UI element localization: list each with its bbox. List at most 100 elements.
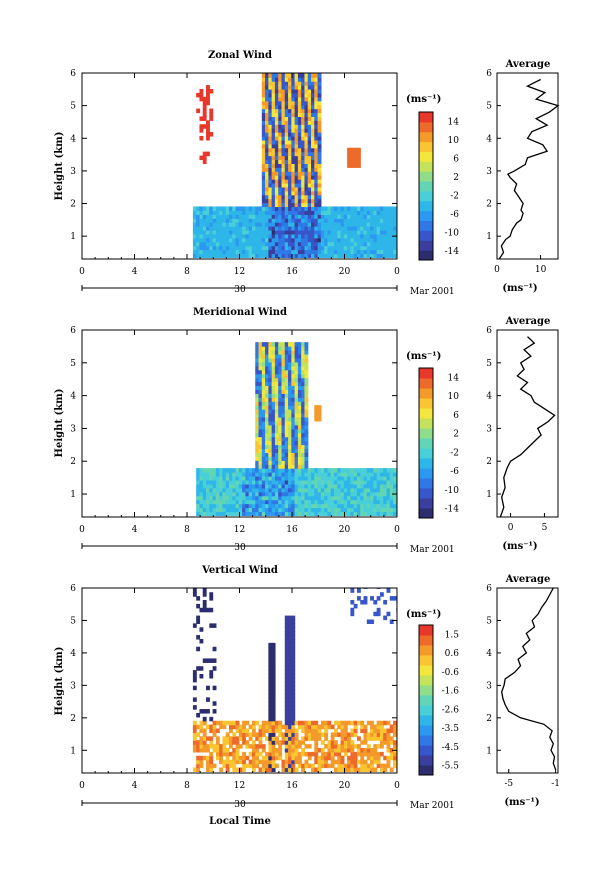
heatmap-cell: [248, 253, 253, 258]
heatmap-cell: [297, 210, 302, 215]
heatmap-cell: [274, 120, 279, 125]
heatmap-cell: [268, 432, 273, 438]
heatmap-cell: [314, 77, 319, 82]
heatmap-cell: [274, 151, 279, 157]
heatmap-cell: [206, 491, 210, 497]
heatmap-cell: [320, 748, 325, 753]
heatmap-cell: [235, 222, 240, 227]
heatmap-cell: [301, 472, 306, 477]
heatmap-cell: [261, 487, 266, 493]
heatmap-cell: [281, 218, 286, 223]
heatmap-cell: [291, 357, 296, 363]
x-tick-label: 0: [79, 267, 85, 277]
heatmap-cell: [278, 365, 283, 371]
heatmap-cell: [330, 472, 335, 477]
heatmap-cell: [347, 210, 352, 215]
heatmap-cell: [370, 253, 374, 258]
heatmap-cell: [274, 108, 279, 114]
heatmap-cell: [386, 507, 391, 513]
heatmap-cell: [251, 483, 256, 489]
heatmap-cell: [389, 472, 394, 477]
heatmap-cell: [288, 452, 292, 457]
heatmap-cell: [199, 755, 204, 761]
heatmap-cell: [363, 763, 368, 769]
heatmap-cell: [393, 468, 397, 473]
heatmap-cell: [307, 479, 312, 485]
heatmap-cell: [278, 468, 283, 473]
heatmap-cell: [229, 475, 233, 481]
heatmap-cell: [196, 253, 201, 258]
heatmap-cell: [291, 350, 296, 355]
heatmap-cell: [294, 393, 299, 398]
heatmap-cell: [209, 112, 214, 117]
heatmap-cell: [268, 167, 273, 172]
heatmap-cell: [251, 241, 256, 247]
heatmap-cell: [258, 495, 263, 501]
heatmap-cell: [255, 495, 260, 501]
heatmap-cell: [294, 755, 299, 761]
heatmap-cell: [235, 241, 240, 247]
heatmap-cell: [356, 245, 361, 251]
heatmap-cell: [320, 475, 325, 481]
heatmap-cell: [274, 253, 279, 258]
heatmap-cell: [301, 100, 306, 106]
heatmap-cell: [291, 748, 296, 753]
heatmap-cell: [284, 491, 289, 497]
heatmap-cell: [255, 432, 260, 438]
heatmap-cell: [235, 495, 240, 501]
heatmap-cell: [304, 190, 309, 196]
heatmap-cell: [363, 206, 368, 211]
heatmap-cell: [330, 763, 335, 769]
heatmap-cell: [317, 409, 322, 414]
heatmap-cell: [199, 507, 204, 513]
heatmap-cell: [301, 381, 306, 387]
heatmap-cell: [347, 159, 352, 164]
heatmap-cell: [284, 253, 289, 258]
heatmap-cell: [274, 401, 279, 406]
heatmap-cell: [281, 120, 286, 125]
heatmap-cell: [196, 218, 201, 223]
heatmap-cell: [288, 436, 292, 442]
heatmap-cell: [393, 229, 397, 235]
heatmap-cell: [304, 763, 309, 769]
heatmap-cell: [317, 241, 322, 247]
heatmap-cell: [386, 755, 391, 761]
heatmap-cell: [251, 206, 256, 211]
heatmap-cell: [271, 405, 276, 410]
heatmap-cell: [281, 143, 286, 149]
heatmap-cell: [284, 646, 289, 652]
heatmap-cell: [304, 357, 309, 363]
heatmap-cell: [379, 724, 384, 730]
heatmap-cell: [311, 116, 315, 121]
heatmap-cell: [268, 674, 273, 679]
heatmap-cell: [294, 736, 299, 741]
colorbar-swatch: [419, 488, 433, 499]
avg-unit-vertical: (ms⁻¹): [504, 797, 539, 808]
heatmap-cell: [288, 674, 292, 679]
heatmap-cell: [199, 155, 204, 161]
heatmap-cell: [271, 677, 276, 683]
heatmap-cell: [291, 159, 296, 164]
heatmap-cell: [301, 155, 306, 161]
heatmap-cell: [222, 495, 227, 501]
heatmap-cell: [291, 389, 296, 394]
heatmap-cell: [370, 763, 374, 769]
heatmap-cell: [251, 245, 256, 251]
heatmap-cell: [294, 88, 299, 94]
avg-y-tick-label: 5: [486, 102, 492, 112]
heatmap-cell: [389, 491, 394, 497]
heatmap-cell: [370, 759, 374, 765]
heatmap-cell: [366, 511, 371, 516]
heatmap-cell: [268, 237, 273, 243]
heatmap-cell: [278, 88, 283, 94]
heatmap-cell: [255, 346, 260, 351]
heatmap-cell: [379, 475, 384, 481]
heatmap-cell: [291, 135, 296, 141]
heatmap-cell: [225, 755, 230, 761]
heatmap-cell: [242, 511, 247, 516]
heatmap-cell: [261, 389, 266, 394]
heatmap-cell: [238, 732, 243, 737]
heatmap-cell: [383, 245, 388, 251]
